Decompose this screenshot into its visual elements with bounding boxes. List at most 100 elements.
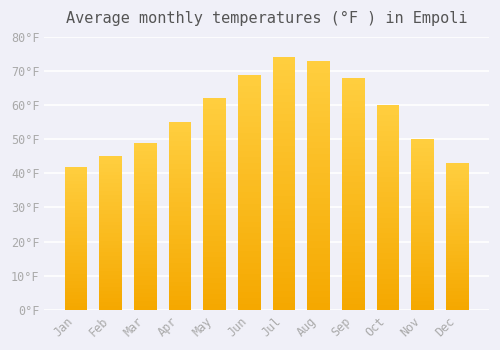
Bar	[342, 269, 364, 275]
Bar	[238, 192, 260, 198]
Bar	[342, 229, 364, 235]
Bar	[64, 249, 87, 252]
Bar	[204, 125, 226, 130]
Bar	[446, 251, 468, 255]
Bar	[100, 175, 122, 179]
Bar	[446, 218, 468, 222]
Bar	[100, 218, 122, 222]
Bar	[100, 191, 122, 195]
Bar	[377, 156, 400, 161]
Bar	[377, 120, 400, 126]
Bar	[272, 278, 295, 285]
Bar	[342, 258, 364, 263]
Bar	[64, 302, 87, 306]
Bar	[64, 220, 87, 224]
Bar	[134, 297, 156, 301]
Bar	[308, 123, 330, 129]
Bar	[134, 143, 156, 147]
Bar	[134, 293, 156, 297]
Bar	[342, 205, 364, 211]
Bar	[204, 156, 226, 162]
Bar	[272, 266, 295, 272]
Bar	[168, 197, 192, 202]
Bar	[377, 141, 400, 146]
Bar	[412, 190, 434, 195]
Bar	[100, 260, 122, 264]
Bar	[238, 198, 260, 204]
Bar	[204, 109, 226, 114]
Bar	[168, 249, 192, 253]
Bar	[204, 230, 226, 236]
Bar	[412, 144, 434, 148]
Bar	[342, 78, 364, 310]
Bar	[238, 180, 260, 186]
Bar	[342, 165, 364, 171]
Bar	[204, 178, 226, 183]
Bar	[134, 180, 156, 184]
Bar	[308, 204, 330, 210]
Bar	[272, 76, 295, 83]
Bar	[204, 188, 226, 194]
Bar	[308, 223, 330, 229]
Bar	[272, 297, 295, 303]
Bar	[342, 211, 364, 217]
Bar	[308, 303, 330, 310]
Bar	[308, 235, 330, 241]
Bar	[100, 229, 122, 233]
Bar	[238, 75, 260, 80]
Bar	[168, 239, 192, 244]
Bar	[308, 191, 330, 198]
Bar	[272, 158, 295, 165]
Bar	[377, 197, 400, 202]
Bar	[238, 80, 260, 86]
Bar	[134, 172, 156, 176]
Bar	[446, 163, 468, 167]
Bar	[377, 259, 400, 264]
Bar	[238, 151, 260, 157]
Bar	[446, 181, 468, 185]
Bar	[308, 254, 330, 260]
Bar	[377, 126, 400, 131]
Bar	[168, 178, 192, 183]
Bar	[64, 295, 87, 299]
Bar	[64, 263, 87, 267]
Bar	[64, 270, 87, 274]
Bar	[342, 147, 364, 153]
Bar	[134, 268, 156, 272]
Bar	[100, 172, 122, 175]
Bar	[168, 253, 192, 258]
Bar	[272, 114, 295, 120]
Bar	[308, 266, 330, 272]
Bar	[446, 185, 468, 189]
Bar	[446, 196, 468, 200]
Bar	[100, 187, 122, 191]
Bar	[134, 239, 156, 243]
Bar	[100, 183, 122, 187]
Bar	[134, 214, 156, 218]
Bar	[168, 155, 192, 160]
Bar	[134, 222, 156, 226]
Bar	[342, 153, 364, 159]
Bar	[100, 202, 122, 206]
Bar	[342, 101, 364, 107]
Bar	[134, 189, 156, 193]
Bar	[134, 168, 156, 172]
Bar	[134, 197, 156, 201]
Bar	[134, 218, 156, 222]
Bar	[272, 303, 295, 310]
Bar	[412, 148, 434, 152]
Bar	[134, 276, 156, 280]
Bar	[168, 141, 192, 146]
Bar	[377, 228, 400, 233]
Bar	[168, 127, 192, 132]
Bar	[100, 233, 122, 237]
Bar	[64, 285, 87, 288]
Bar	[377, 131, 400, 136]
Bar	[308, 79, 330, 86]
Bar	[134, 247, 156, 251]
Bar	[308, 61, 330, 67]
Bar	[100, 248, 122, 252]
Bar	[446, 211, 468, 215]
Bar	[377, 151, 400, 156]
Bar	[204, 262, 226, 267]
